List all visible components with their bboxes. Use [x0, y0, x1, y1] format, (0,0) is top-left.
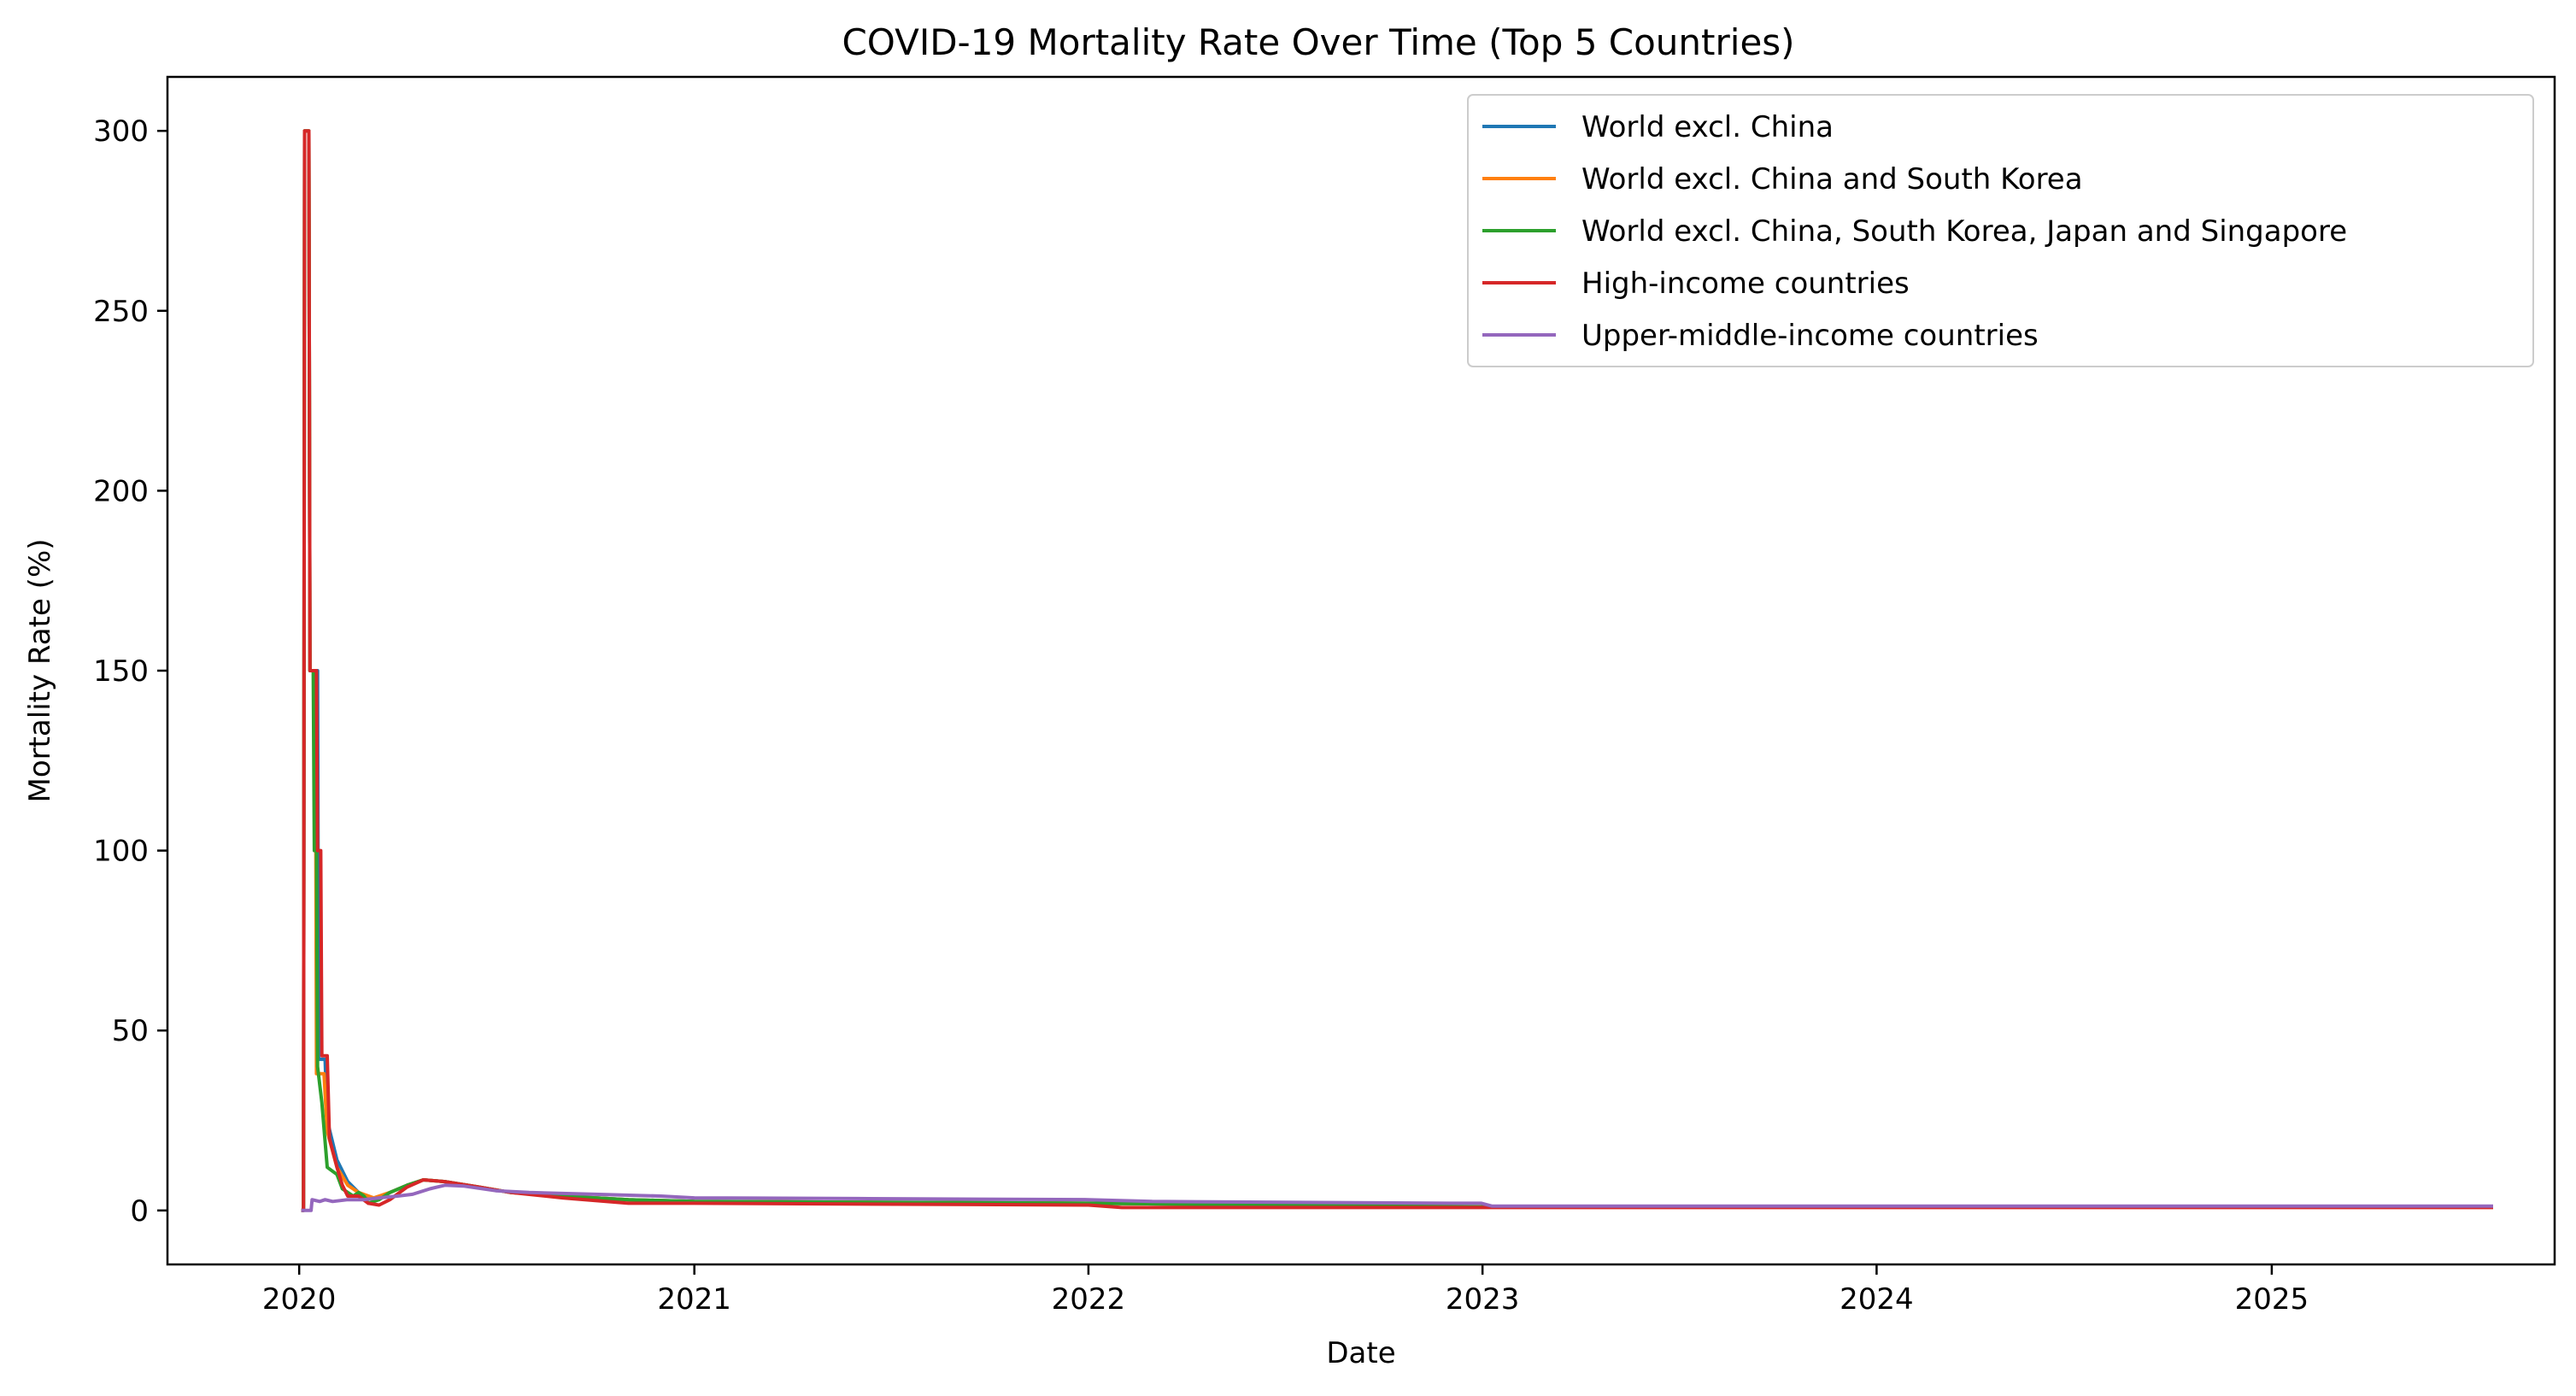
x-tick-label: 2022 [1052, 1282, 1126, 1317]
legend-label-5: Upper-middle-income countries [1581, 319, 2039, 353]
y-tick-label: 150 [93, 654, 149, 689]
x-tick-label: 2021 [657, 1282, 731, 1317]
legend-label-4: High-income countries [1581, 267, 1910, 301]
x-tick-label: 2023 [1446, 1282, 1520, 1317]
x-axis-label: Date [1326, 1336, 1395, 1370]
chart-title: COVID-19 Mortality Rate Over Time (Top 5… [842, 21, 1794, 63]
legend: World excl. China World excl. China and S… [1468, 95, 2533, 367]
y-axis-label: Mortality Rate (%) [23, 538, 57, 802]
y-tick-label: 50 [112, 1014, 149, 1048]
y-tick-label: 100 [93, 835, 149, 869]
x-tick-label: 2024 [1840, 1282, 1914, 1317]
y-tick-label: 300 [93, 114, 149, 149]
legend-label-2: World excl. China and South Korea [1581, 162, 2083, 196]
y-tick-label: 0 [130, 1194, 149, 1229]
legend-label-3: World excl. China, South Korea, Japan an… [1581, 214, 2347, 249]
y-tick-label: 200 [93, 474, 149, 508]
legend-label-1: World excl. China [1581, 110, 1834, 144]
y-tick-label: 250 [93, 295, 149, 329]
x-tick-label: 2020 [262, 1282, 337, 1317]
x-tick-label: 2025 [2235, 1282, 2309, 1317]
